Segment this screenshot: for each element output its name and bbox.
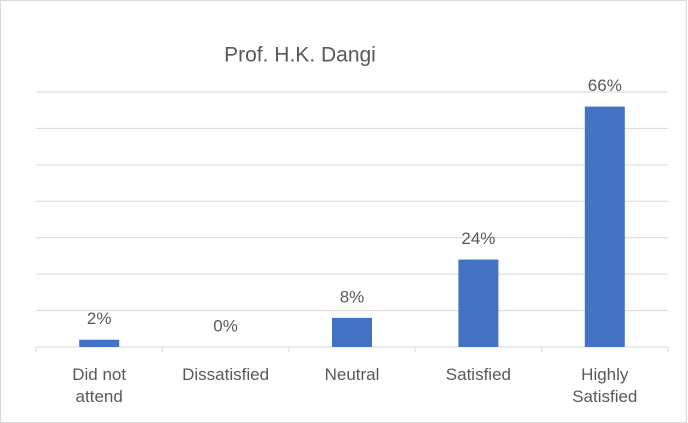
data-label: 24% (461, 229, 495, 248)
data-label: 8% (340, 287, 365, 306)
data-label: 0% (213, 316, 238, 335)
data-label: 2% (87, 309, 112, 328)
x-tick-label: Did not attend (72, 365, 127, 406)
x-tick-label: Neutral (324, 365, 380, 384)
bar (332, 317, 372, 347)
bar (458, 259, 499, 347)
x-tick-label: Dissatisfied (182, 365, 270, 384)
chart-title: Prof. H.K. Dangi (224, 44, 376, 67)
x-tick-label: Highly Satisfied (572, 365, 638, 406)
bar (79, 339, 120, 347)
x-tick-label: Satisfied (445, 365, 511, 384)
bar (584, 106, 625, 347)
data-label: 66% (588, 76, 622, 95)
